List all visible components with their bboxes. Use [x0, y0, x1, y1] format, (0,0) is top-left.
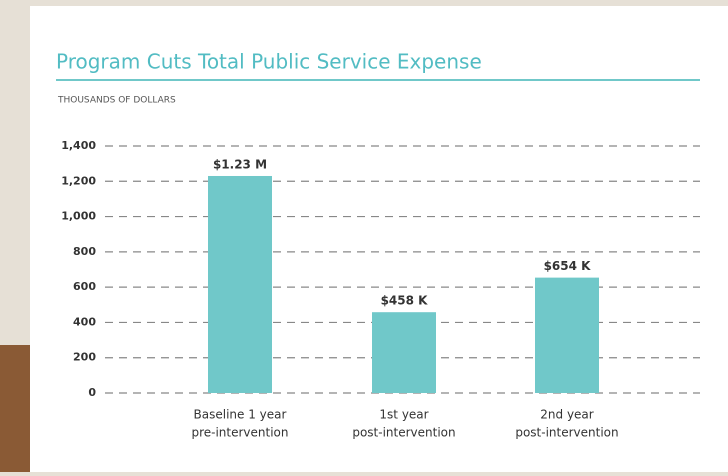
- y-tick-label: 400: [73, 315, 96, 328]
- x-tick-label: post-intervention: [515, 426, 618, 440]
- bar: [535, 277, 599, 393]
- y-tick-label: 800: [73, 245, 96, 258]
- y-tick-label: 1,400: [61, 139, 96, 152]
- y-tick-label: 200: [73, 351, 96, 364]
- x-tick-label: 2nd year: [540, 408, 594, 422]
- bar: [208, 175, 272, 393]
- value-label: $1.23 M: [213, 157, 267, 171]
- x-tick-label: post-intervention: [352, 426, 455, 440]
- y-tick-label: 600: [73, 280, 96, 293]
- chart-title: Program Cuts Total Public Service Expens…: [56, 50, 482, 74]
- chart-subtitle: THOUSANDS OF DOLLARS: [57, 96, 176, 106]
- x-tick-label: 1st year: [379, 408, 428, 422]
- x-tick-label: pre-intervention: [191, 426, 288, 440]
- wood-texture: [0, 345, 32, 472]
- value-label: $458 K: [381, 294, 429, 308]
- bar: [372, 312, 436, 393]
- x-tick-label: Baseline 1 year: [194, 408, 287, 422]
- chart-panel: [30, 6, 728, 472]
- y-tick-label: 1,000: [61, 210, 96, 223]
- y-tick-label: 1,200: [61, 174, 96, 187]
- value-label: $654 K: [544, 259, 592, 273]
- y-tick-label: 0: [88, 386, 96, 399]
